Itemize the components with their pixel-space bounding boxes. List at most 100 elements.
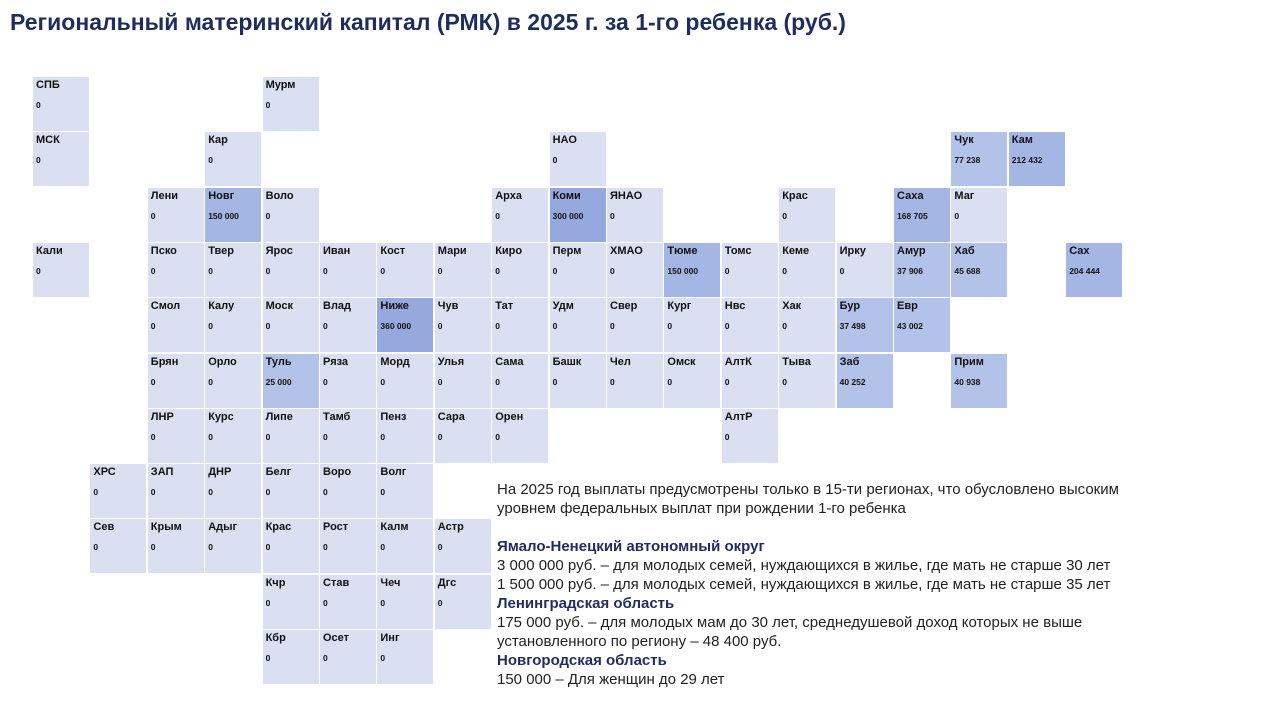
region-value: 0 — [323, 487, 328, 498]
region-value: 0 — [208, 431, 213, 442]
region-tile: Тат 0 — [492, 298, 549, 353]
region-tile: Сара 0 — [434, 408, 491, 463]
region-tile: Мурм 0 — [262, 77, 319, 131]
region-name: Мурм — [265, 79, 296, 91]
region-value: 25 000 — [265, 376, 292, 387]
region-name: Инг — [380, 632, 400, 644]
region-tile: Бур 37 498 — [836, 298, 893, 353]
region-tile: Тюме 150 000 — [664, 242, 721, 297]
region-tile: Лени 0 — [147, 187, 204, 242]
region-tile: Кам 212 432 — [1008, 132, 1065, 187]
region-name: Саха — [897, 189, 924, 202]
region-value: 0 — [208, 321, 213, 332]
region-value: 0 — [265, 487, 271, 498]
region-name: Воро — [323, 466, 352, 479]
region-tile: Тыва 0 — [779, 353, 836, 408]
region-tile: Воло 0 — [262, 187, 319, 242]
region-name: Крас — [782, 189, 808, 202]
region-name: Евр — [897, 300, 918, 313]
region-name: Улья — [437, 355, 465, 368]
region-name: ЯНАО — [610, 189, 643, 202]
region-name: Киро — [495, 244, 523, 257]
region-value: 168 705 — [897, 210, 928, 221]
region-tile: ДНР 0 — [205, 464, 262, 519]
region-value: 45 688 — [954, 265, 981, 276]
region-tile: Нвс 0 — [721, 298, 778, 353]
region-tile: Маг 0 — [951, 187, 1008, 242]
region-value: 0 — [610, 376, 615, 387]
region-tile: Инг 0 — [377, 630, 434, 684]
region-name: Кург — [667, 300, 692, 313]
region-tile: Влад 0 — [320, 298, 376, 353]
region-name: ХМАО — [610, 244, 643, 257]
region-tile: Сах 204 444 — [1066, 242, 1123, 297]
region-value: 0 — [380, 542, 386, 553]
region-tile: Сама 0 — [492, 353, 549, 408]
region-value: 0 — [208, 542, 213, 553]
region-name: Осет — [323, 632, 350, 644]
region-tile: Морд 0 — [377, 353, 434, 408]
region-value: 0 — [724, 376, 730, 387]
region-name: Ниже — [380, 300, 409, 313]
region-name: Морд — [380, 355, 410, 368]
region-value: 0 — [724, 265, 730, 276]
region-name: Тюме — [667, 244, 698, 257]
region-tile: Ряза 0 — [320, 353, 376, 408]
region-name: Смол — [150, 300, 181, 313]
region-name: Калм — [380, 521, 409, 534]
region-value: 0 — [208, 265, 213, 276]
region-value: 0 — [437, 321, 443, 332]
region-tile: Калу 0 — [205, 298, 262, 353]
region-tile: Саха 168 705 — [894, 187, 950, 242]
region-name: Воло — [265, 189, 294, 202]
region-name: Чел — [610, 355, 631, 368]
region-tile: Белг 0 — [262, 464, 319, 519]
region-name: Маг — [954, 189, 975, 202]
region-value: 37 906 — [897, 265, 923, 276]
region-value: 0 — [380, 376, 386, 387]
region-value: 43 002 — [897, 321, 923, 332]
region-tile: НАО 0 — [549, 132, 606, 187]
region-name: Рост — [323, 521, 349, 534]
region-value: 0 — [323, 597, 328, 608]
region-value: 0 — [437, 376, 443, 387]
region-value: 0 — [552, 376, 558, 387]
region-tile: ЛНР 0 — [147, 408, 204, 463]
region-tile: Улья 0 — [434, 353, 491, 408]
region-tile: Омск 0 — [664, 353, 721, 408]
notes-panel: На 2025 год выплаты предусмотрены только… — [497, 480, 1257, 689]
region-name: НАО — [552, 134, 577, 147]
notes-yanao-line-1: 3 000 000 руб. – для молодых семей, нужд… — [497, 557, 1111, 574]
region-value: 0 — [552, 155, 558, 166]
region-value: 0 — [437, 265, 443, 276]
region-tile: Кеме 0 — [779, 242, 836, 297]
region-name: СПБ — [36, 79, 60, 91]
region-name: Хак — [782, 300, 802, 313]
region-tile: Адыг 0 — [205, 519, 262, 574]
region-value: 0 — [724, 321, 730, 332]
region-value: 0 — [323, 376, 328, 387]
region-name: Иван — [323, 244, 351, 257]
region-tile: Иван 0 — [320, 242, 376, 297]
region-value: 0 — [323, 653, 328, 663]
region-value: 0 — [265, 100, 271, 110]
region-name: ХРС — [93, 466, 116, 479]
region-value: 0 — [954, 210, 960, 221]
region-value: 0 — [437, 542, 443, 553]
region-value: 0 — [93, 487, 99, 498]
region-tile: Киро 0 — [492, 242, 549, 297]
region-tile: Ярос 0 — [262, 242, 319, 297]
region-value: 0 — [667, 376, 673, 387]
region-value: 0 — [552, 265, 558, 276]
notes-novgorod-header: Новгородская область — [497, 652, 667, 669]
region-name: Мари — [437, 244, 467, 257]
region-value: 0 — [265, 210, 271, 221]
region-name: Прим — [954, 355, 984, 368]
notes-novgorod-line-1: 150 000 – Для женщин до 29 лет — [497, 671, 725, 688]
region-value: 0 — [150, 265, 156, 276]
region-value: 0 — [323, 431, 328, 442]
region-value: 0 — [265, 265, 271, 276]
region-name: Бур — [839, 300, 861, 313]
region-name: Кчр — [265, 576, 286, 589]
region-name: Ярос — [265, 244, 293, 257]
